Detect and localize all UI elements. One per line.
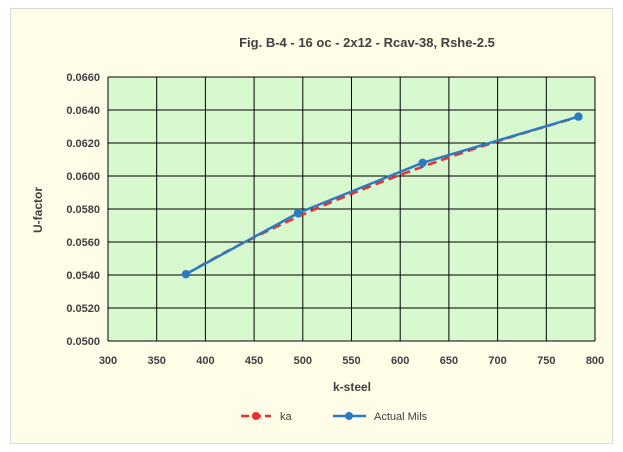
grid-lines (107, 76, 596, 342)
x-tick-label: 700 (488, 355, 506, 367)
data-point-actual-mils (293, 208, 303, 218)
data-point-actual-mils (574, 112, 583, 121)
y-tick-label: 0.0660 (66, 72, 100, 84)
x-axis-ticks: 300 350 400 450 500 550 600 650 700 750 800 (99, 355, 604, 367)
legend-marker-ka (252, 412, 260, 420)
y-axis-ticks: 0.0500 0.0520 0.0540 0.0560 0.0580 0.0600 0.06… (66, 72, 100, 348)
y-tick-label: 0.0520 (66, 303, 100, 315)
x-tick-label: 400 (196, 355, 214, 367)
y-tick-label: 0.0600 (66, 171, 100, 183)
x-tick-label: 550 (342, 355, 360, 367)
legend-marker-actual-mils (345, 412, 353, 420)
legend-label-actual-mils: Actual Mils (374, 411, 428, 423)
y-tick-label: 0.0580 (66, 204, 100, 216)
x-tick-label: 350 (148, 355, 166, 367)
x-tick-label: 450 (245, 355, 263, 367)
chart-frame (10, 8, 613, 444)
x-tick-label: 600 (391, 355, 409, 367)
y-tick-label: 0.0500 (66, 336, 100, 348)
x-tick-label: 500 (294, 355, 312, 367)
x-tick-label: 750 (537, 355, 555, 367)
data-point-actual-mils (181, 269, 191, 279)
legend-label-ka: ka (280, 411, 293, 423)
chart-title: Fig. B-4 - 16 oc - 2x12 - Rcav-38, Rshe-… (239, 35, 495, 50)
y-tick-label: 0.0560 (66, 237, 100, 249)
y-axis-label: U-factor (31, 187, 45, 233)
series-layer (181, 112, 583, 279)
data-point-actual-mils (418, 158, 427, 167)
y-tick-label: 0.0640 (66, 105, 100, 117)
legend: ka Actual Mils (241, 411, 428, 423)
y-tick-label: 0.0540 (66, 270, 100, 282)
series-line-actual-mils (185, 115, 579, 276)
x-axis-label: k-steel (333, 380, 371, 394)
y-tick-label: 0.0620 (66, 138, 100, 150)
x-tick-label: 650 (440, 355, 458, 367)
x-tick-label: 800 (586, 355, 604, 367)
x-tick-label: 300 (99, 355, 117, 367)
